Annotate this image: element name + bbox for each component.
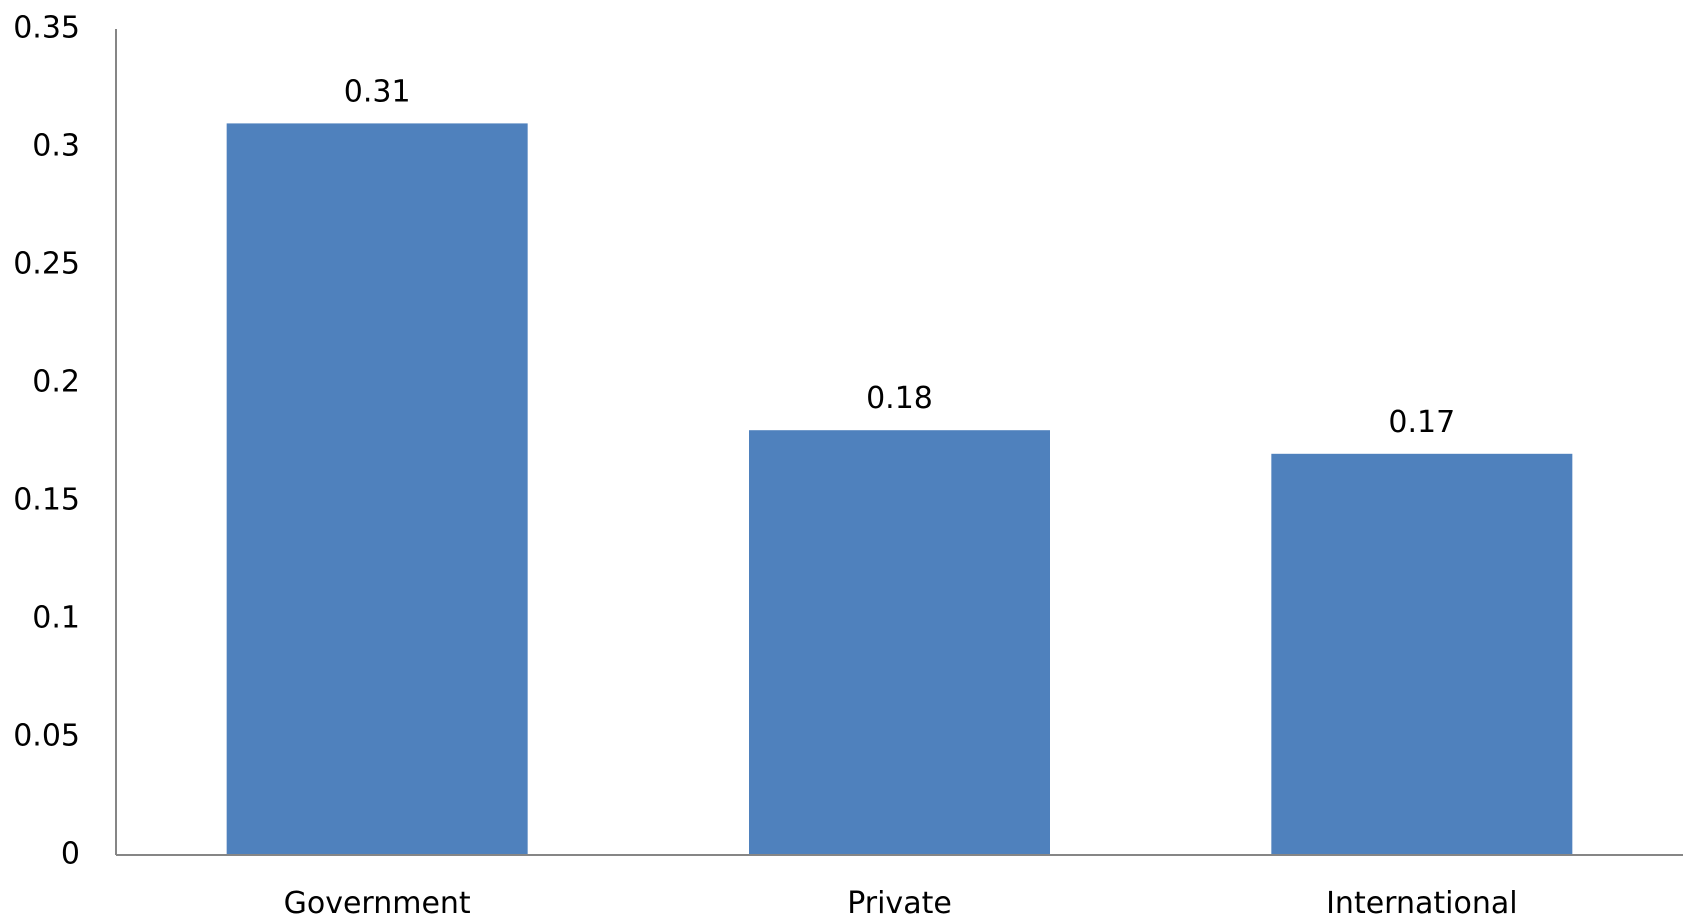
data-label: 0.18	[866, 381, 933, 416]
bars-group	[226, 123, 1573, 855]
y-tick-label: 0.1	[32, 601, 80, 636]
bar-government	[226, 123, 528, 855]
y-tick-label: 0.35	[13, 11, 80, 46]
data-label: 0.17	[1388, 405, 1455, 440]
y-tick-label: 0.3	[32, 129, 80, 164]
x-tick-label: International	[1326, 886, 1517, 919]
x-tick-label: Private	[847, 886, 952, 919]
y-tick-label: 0.2	[32, 365, 80, 400]
x-tick-label: Government	[284, 886, 471, 919]
y-tick-label: 0.15	[13, 483, 80, 518]
data-label: 0.31	[344, 74, 411, 109]
y-tick-label: 0	[61, 837, 80, 872]
y-tick-label: 0.05	[13, 719, 80, 754]
y-axis-ticks: 0 0.05 0.1 0.15 0.2 0.25 0.3 0.35	[13, 11, 80, 872]
data-labels-group: 0.31 0.18 0.17	[344, 74, 1455, 439]
y-tick-label: 0.25	[13, 247, 80, 282]
x-axis-labels: Government Private International	[284, 886, 1518, 919]
bar-private	[749, 430, 1050, 855]
bar-international	[1271, 453, 1573, 855]
